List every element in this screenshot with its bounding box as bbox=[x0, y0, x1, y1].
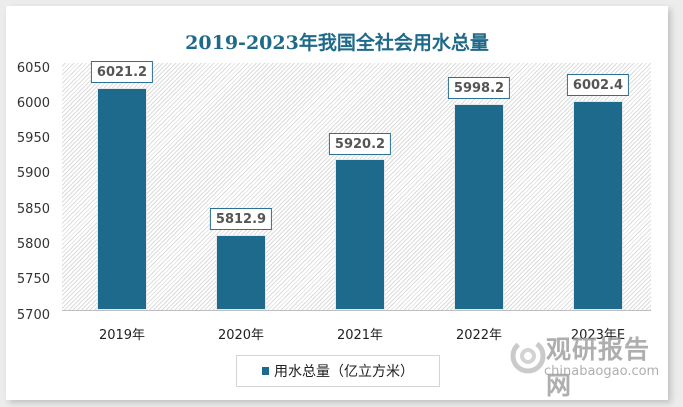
watermark-name: 观研报告网 bbox=[546, 335, 651, 400]
y-tick: 5750 bbox=[16, 272, 50, 287]
y-tick: 5900 bbox=[16, 166, 50, 181]
bar-2019 bbox=[97, 88, 147, 310]
x-axis-line bbox=[62, 310, 651, 311]
value-label: 5812.9 bbox=[209, 208, 273, 230]
x-tick: 2021年 bbox=[336, 328, 384, 343]
x-tick: 2019年 bbox=[98, 328, 146, 343]
watermark: 观研报告网 chinabaogao.com bbox=[508, 330, 668, 400]
y-tick: 6000 bbox=[16, 96, 50, 111]
bar-2021 bbox=[335, 159, 385, 310]
y-tick: 6050 bbox=[16, 61, 50, 76]
value-label: 5920.2 bbox=[328, 133, 392, 155]
bar-2022 bbox=[454, 104, 504, 310]
legend-label: 用水总量（亿立方米） bbox=[274, 364, 414, 380]
y-tick: 5850 bbox=[16, 202, 50, 217]
x-tick: 2023年E bbox=[570, 328, 626, 343]
y-tick: 5700 bbox=[16, 308, 50, 323]
legend-swatch-icon bbox=[262, 367, 269, 375]
bar-2023e bbox=[573, 101, 623, 310]
x-tick: 2020年 bbox=[217, 328, 265, 343]
value-label: 6021.2 bbox=[90, 61, 154, 83]
watermark-domain: chinabaogao.com bbox=[544, 364, 660, 379]
watermark-logo-icon bbox=[510, 338, 546, 374]
y-tick: 5800 bbox=[16, 237, 50, 252]
legend: 用水总量（亿立方米） bbox=[236, 355, 440, 387]
value-label: 6002.4 bbox=[566, 74, 630, 96]
chart-title: 2019-2023年我国全社会用水总量 bbox=[185, 32, 489, 54]
y-tick: 5950 bbox=[16, 131, 50, 146]
x-tick: 2022年 bbox=[455, 328, 503, 343]
bar-2020 bbox=[216, 235, 266, 310]
value-label: 5998.2 bbox=[447, 77, 511, 99]
